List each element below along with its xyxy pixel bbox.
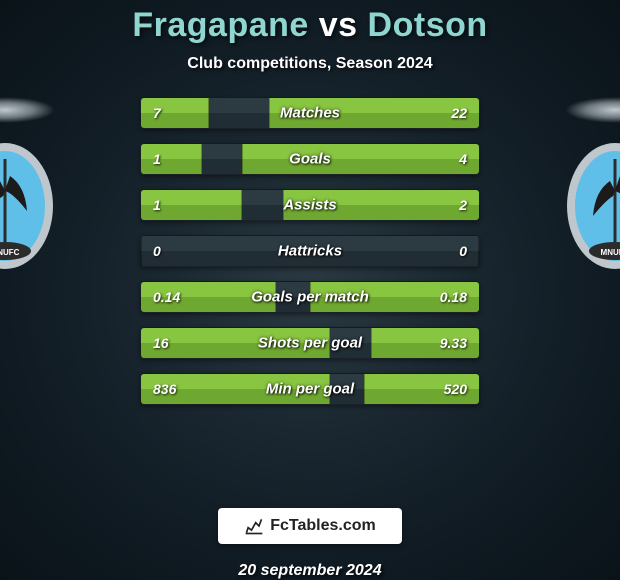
stat-label: Min per goal xyxy=(141,381,479,398)
stat-label: Hattricks xyxy=(141,243,479,260)
player1-club-badge: MNUFC xyxy=(0,141,55,271)
comparison-title: Fragapane vs Dotson xyxy=(132,6,487,45)
vs-separator: vs xyxy=(319,6,358,44)
stat-row: 12Assists xyxy=(140,189,480,221)
svg-text:MNUFC: MNUFC xyxy=(601,248,620,257)
stat-row: 722Matches xyxy=(140,97,480,129)
stat-label: Matches xyxy=(141,105,479,122)
stat-row: 169.33Shots per goal xyxy=(140,327,480,359)
stat-row: 14Goals xyxy=(140,143,480,175)
stat-label: Shots per goal xyxy=(141,335,479,352)
player2-name: Dotson xyxy=(368,6,488,44)
player2-club-badge: MNUFC xyxy=(565,141,620,271)
snapshot-date: 20 september 2024 xyxy=(238,562,381,580)
stat-row: 836520Min per goal xyxy=(140,373,480,405)
svg-text:MNUFC: MNUFC xyxy=(0,248,20,257)
player1-shadow xyxy=(0,97,55,123)
player1-name: Fragapane xyxy=(132,6,308,44)
stat-label: Goals per match xyxy=(141,289,479,306)
stat-label: Assists xyxy=(141,197,479,214)
watermark: FcTables.com xyxy=(218,508,402,544)
player1-side: MNUFC xyxy=(0,97,60,271)
chart-icon xyxy=(244,516,264,536)
stats-panel: 722Matches 14Goals 12Assists 00Hattricks 0.1… xyxy=(130,97,490,405)
stat-label: Goals xyxy=(141,151,479,168)
player2-side: MNUFC xyxy=(560,97,620,271)
player2-shadow xyxy=(565,97,620,123)
watermark-text: FcTables.com xyxy=(270,517,376,535)
stat-row: 00Hattricks xyxy=(140,235,480,267)
subtitle: Club competitions, Season 2024 xyxy=(187,55,432,73)
stat-row: 0.140.18Goals per match xyxy=(140,281,480,313)
